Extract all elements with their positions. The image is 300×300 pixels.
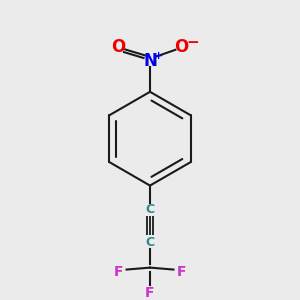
Text: F: F: [176, 265, 186, 278]
Text: C: C: [146, 236, 154, 249]
Text: −: −: [187, 35, 199, 50]
Text: F: F: [114, 265, 124, 278]
Text: F: F: [145, 286, 155, 300]
Text: O: O: [112, 38, 126, 56]
Text: O: O: [174, 38, 188, 56]
Text: C: C: [146, 202, 154, 215]
Text: +: +: [154, 51, 164, 61]
Text: N: N: [143, 52, 157, 70]
